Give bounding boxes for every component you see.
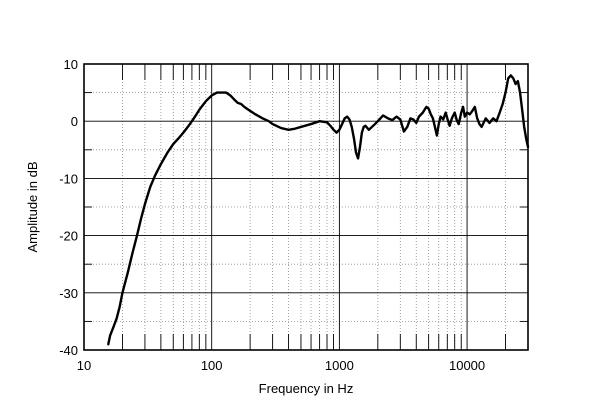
y-tick-label: -20 — [59, 229, 78, 244]
major-gridlines — [84, 64, 528, 350]
y-axis-title: Amplitude in dB — [25, 161, 40, 252]
y-tick-label: 0 — [71, 114, 78, 129]
x-tick-label: 10000 — [449, 358, 485, 373]
x-axis-title: Frequency in Hz — [259, 381, 354, 396]
x-tick-label: 10 — [77, 358, 91, 373]
x-tick-labels: 10 100 1000 10000 — [77, 358, 485, 373]
response-curve — [107, 74, 530, 346]
y-tick-label: -10 — [59, 171, 78, 186]
y-tick-labels: 10 0 -10 -20 -30 -40 — [59, 57, 78, 358]
y-tick-label: -40 — [59, 343, 78, 358]
minor-gridlines — [84, 64, 529, 350]
x-tick-label: 1000 — [325, 358, 354, 373]
x-tick-label: 100 — [201, 358, 223, 373]
y-tick-label: 10 — [64, 57, 78, 72]
plot-frame — [83, 63, 529, 351]
y-tick-label: -30 — [59, 286, 78, 301]
